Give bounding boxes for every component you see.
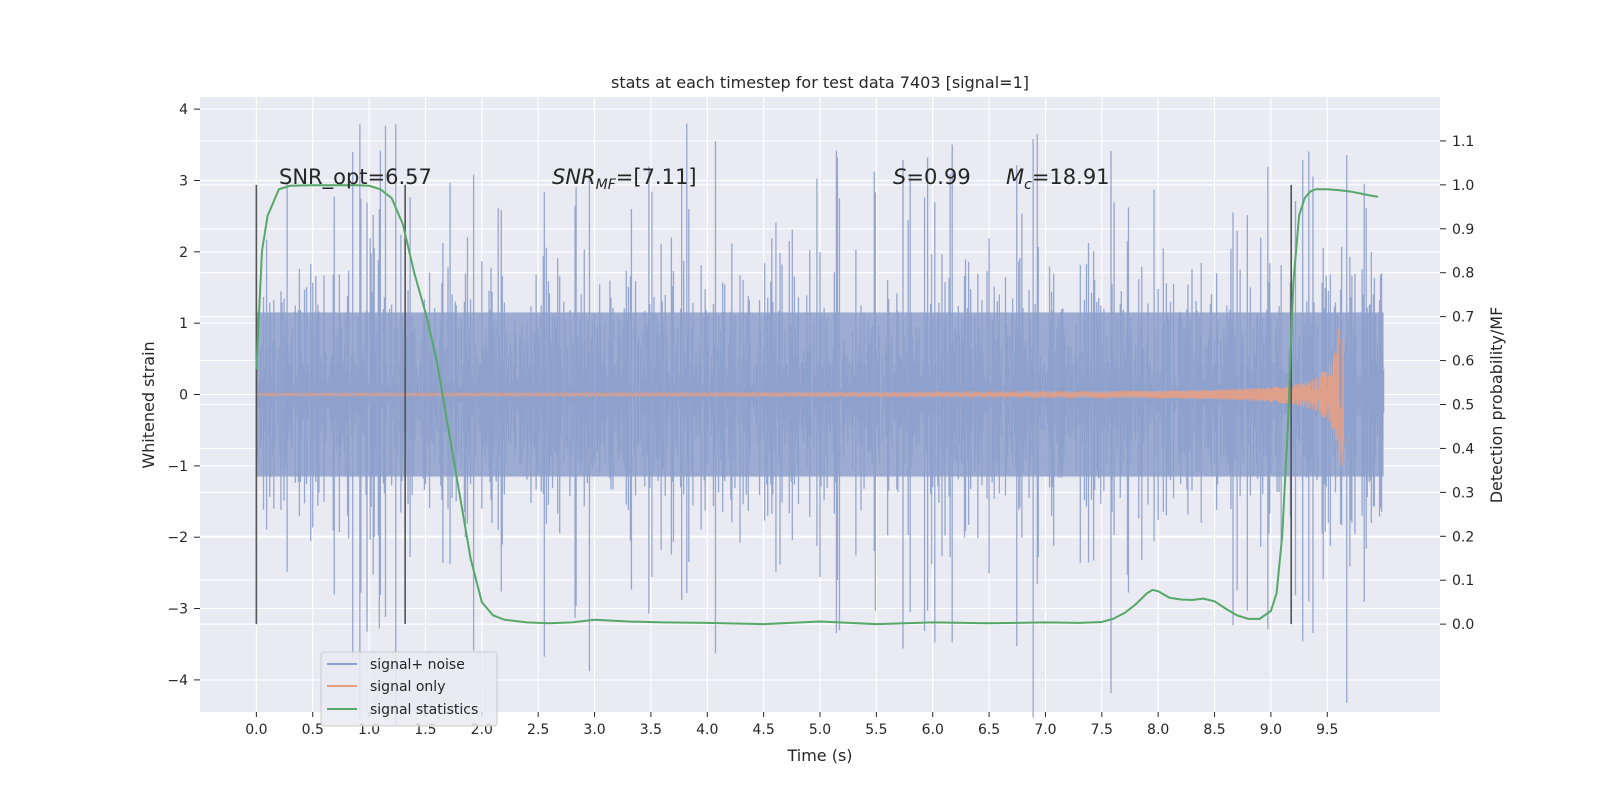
x-axis-label: Time (s) (786, 746, 852, 765)
y-tick-label: −3 (167, 602, 188, 618)
y-tick-label: −2 (167, 530, 188, 546)
y-axis-label: Whitened strain (139, 341, 158, 468)
x-tick-label: 0.5 (302, 722, 324, 738)
chart-title: stats at each timestep for test data 740… (611, 73, 1029, 92)
y-right-tick-label: 0.0 (1452, 617, 1474, 633)
annotation-s: S=0.99 (893, 165, 971, 189)
y-right-axis-label: Detection probability/MF (1487, 307, 1506, 504)
x-tick-label: 7.0 (1034, 722, 1056, 738)
signal-statistics-line (255, 184, 1379, 626)
legend: signal+ noise signal only signal statist… (320, 651, 498, 727)
y-tick-label: 1 (179, 316, 188, 332)
y-tick-label: 2 (179, 245, 188, 261)
y-axis-ticks: −4 −3 −2 −1 0 1 2 3 4 (167, 102, 200, 689)
y-right-tick-label: 0.6 (1452, 354, 1474, 370)
y-right-tick-label: 0.5 (1452, 398, 1474, 414)
x-tick-label: 6.5 (978, 722, 1000, 738)
x-tick-label: 5.0 (809, 722, 831, 738)
annotation-snr-mf-value: =[7.11] (616, 165, 697, 189)
y-right-tick-label: 0.4 (1452, 441, 1474, 457)
annotation-snr-mf-sub: MF (596, 177, 617, 193)
x-tick-label: 4.5 (753, 722, 775, 738)
x-tick-label: 7.5 (1091, 722, 1113, 738)
y-right-tick-label: 0.1 (1452, 573, 1474, 589)
y-right-tick-label: 1.0 (1452, 178, 1474, 194)
signal-only-series (256, 328, 1345, 466)
annotation-mc-sub: c (1024, 177, 1032, 193)
legend-label-signal-only: signal only (370, 679, 445, 695)
annotation-snr-opt: SNR_opt=6.57 (279, 165, 432, 190)
x-tick-label: 2.5 (527, 722, 549, 738)
y-tick-label: −1 (167, 459, 188, 475)
legend-label-signal-statistics: signal statistics (370, 702, 478, 718)
legend-box (320, 651, 498, 727)
annotation-s-symbol: S (893, 165, 906, 189)
x-tick-label: 9.0 (1260, 722, 1282, 738)
annotation-mc-value: =18.91 (1032, 165, 1110, 189)
x-tick-label: 4.0 (696, 722, 718, 738)
y-tick-label: 0 (179, 388, 188, 404)
annotation-snr-mf: SNRMF=[7.11] (552, 165, 697, 193)
annotation-mc: Mc=18.91 (1006, 165, 1110, 193)
annotation-snr-mf-base: SNR (552, 165, 596, 189)
y-right-tick-label: 1.1 (1452, 134, 1474, 150)
x-tick-label: 5.5 (865, 722, 887, 738)
y-right-axis-ticks: 0.0 0.1 0.2 0.3 0.4 0.5 0.6 0.7 0.8 0.9 1.0 1.1 (1440, 134, 1474, 633)
y-right-tick-label: 0.2 (1452, 529, 1474, 545)
y-tick-label: 3 (179, 173, 188, 189)
x-tick-label: 3.5 (640, 722, 662, 738)
x-tick-label: 0.0 (245, 722, 267, 738)
x-tick-label: 6.0 (922, 722, 944, 738)
vertical-markers (255, 184, 1292, 625)
x-tick-label: 9.5 (1316, 722, 1338, 738)
y-right-tick-label: 0.7 (1452, 310, 1474, 326)
signal-statistics-series (255, 184, 1379, 626)
y-right-tick-label: 0.3 (1452, 485, 1474, 501)
signal-only-line (256, 328, 1345, 466)
y-tick-label: −4 (167, 673, 188, 689)
y-right-tick-label: 0.9 (1452, 222, 1474, 238)
annotation-s-value: =0.99 (906, 165, 970, 189)
y-tick-label: 4 (179, 102, 188, 118)
x-tick-label: 3.0 (583, 722, 605, 738)
x-tick-label: 8.5 (1203, 722, 1225, 738)
legend-label-signal-noise: signal+ noise (370, 657, 465, 673)
y-right-tick-label: 0.8 (1452, 266, 1474, 282)
annotation-mc-base: M (1006, 165, 1024, 189)
x-tick-label: 8.0 (1147, 722, 1169, 738)
